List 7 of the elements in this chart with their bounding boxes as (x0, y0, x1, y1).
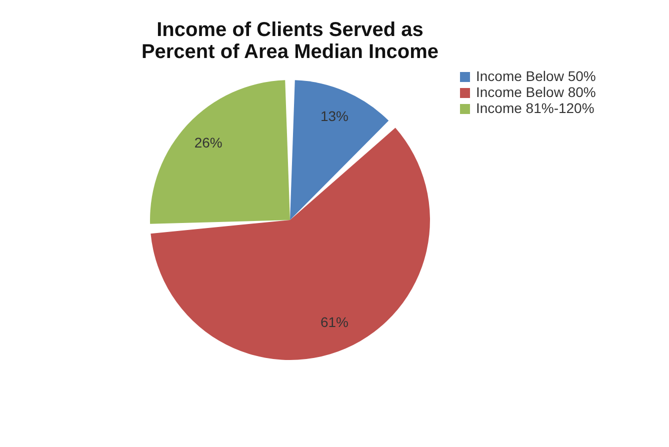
legend-label: Income Below 50% (476, 68, 596, 84)
legend-label: Income Below 80% (476, 84, 596, 100)
legend-label: Income 81%-120% (476, 100, 594, 116)
data-label: 26% (194, 134, 222, 150)
data-label: 13% (320, 108, 348, 124)
chart-title: Income of Clients Served as Percent of Area Median Income (141, 19, 439, 63)
data-label: 61% (320, 314, 348, 330)
